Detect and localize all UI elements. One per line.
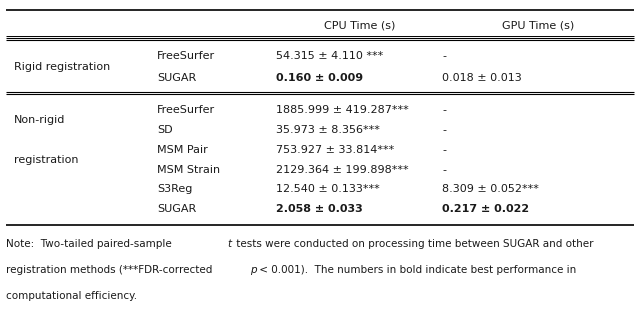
Text: computational efficiency.: computational efficiency. [6,291,138,301]
Text: < 0.001).  The numbers in bold indicate best performance in: < 0.001). The numbers in bold indicate b… [256,265,576,275]
Text: GPU Time (s): GPU Time (s) [502,20,574,30]
Text: 54.315 ± 4.110 ***: 54.315 ± 4.110 *** [276,51,383,61]
Text: 12.540 ± 0.133***: 12.540 ± 0.133*** [276,185,380,195]
Text: -: - [442,105,446,115]
Text: 0.217 ± 0.022: 0.217 ± 0.022 [442,204,529,214]
Text: SD: SD [157,125,173,135]
Text: 0.160 ± 0.009: 0.160 ± 0.009 [276,73,364,83]
Text: -: - [442,165,446,175]
Text: 2129.364 ± 199.898***: 2129.364 ± 199.898*** [276,165,409,175]
Text: FreeSurfer: FreeSurfer [157,105,215,115]
Text: Rigid registration: Rigid registration [14,62,110,72]
Text: t: t [227,239,231,249]
Text: 753.927 ± 33.814***: 753.927 ± 33.814*** [276,145,394,155]
Text: Non-rigid: Non-rigid [14,115,65,125]
Text: 2.058 ± 0.033: 2.058 ± 0.033 [276,204,363,214]
Text: MSM Strain: MSM Strain [157,165,220,175]
Text: 8.309 ± 0.052***: 8.309 ± 0.052*** [442,185,539,195]
Text: registration methods (***FDR-corrected: registration methods (***FDR-corrected [6,265,216,275]
Text: tests were conducted on processing time between SUGAR and other: tests were conducted on processing time … [234,239,594,249]
Text: 0.018 ± 0.013: 0.018 ± 0.013 [442,73,522,83]
Text: SUGAR: SUGAR [157,73,196,83]
Text: FreeSurfer: FreeSurfer [157,51,215,61]
Text: p: p [250,265,257,275]
Text: S3Reg: S3Reg [157,185,192,195]
Text: Note:  Two-tailed paired-sample: Note: Two-tailed paired-sample [6,239,175,249]
Text: 35.973 ± 8.356***: 35.973 ± 8.356*** [276,125,380,135]
Text: SUGAR: SUGAR [157,204,196,214]
Text: -: - [442,125,446,135]
Text: -: - [442,145,446,155]
Text: 1885.999 ± 419.287***: 1885.999 ± 419.287*** [276,105,409,115]
Text: CPU Time (s): CPU Time (s) [323,20,395,30]
Text: registration: registration [14,155,79,165]
Text: MSM Pair: MSM Pair [157,145,207,155]
Text: -: - [442,51,446,61]
